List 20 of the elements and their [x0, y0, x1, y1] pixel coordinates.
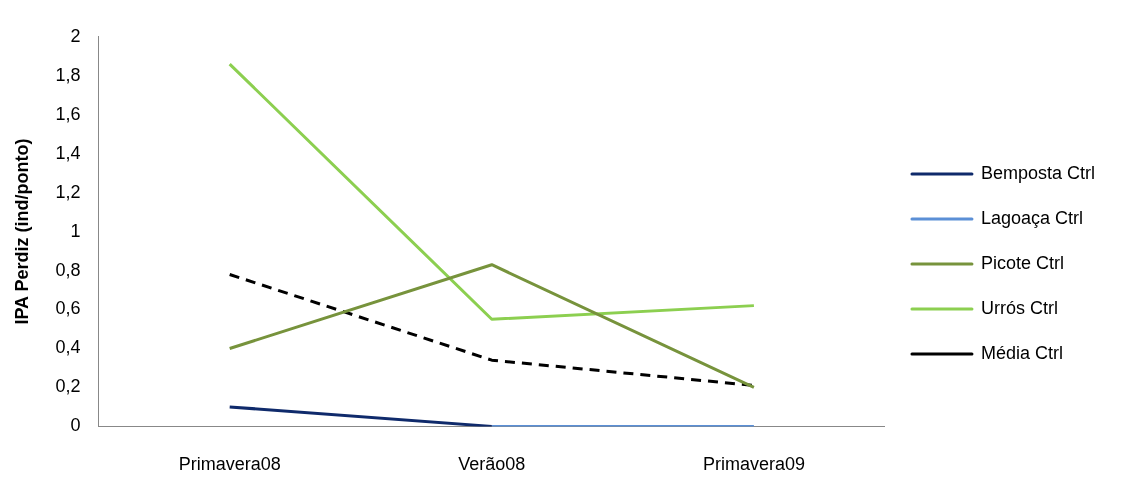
- legend-label: Bemposta Ctrl: [980, 162, 1096, 183]
- y-tick-label: 2: [70, 25, 81, 46]
- y-tick-label: 0: [70, 415, 81, 436]
- y-tick-label: 1,2: [55, 181, 81, 202]
- y-tick-label: 0,2: [55, 376, 81, 397]
- y-tick-label: 1,8: [55, 64, 81, 85]
- y-axis-title: IPA Perdiz (ind/ponto): [11, 138, 32, 325]
- legend-label: Urrós Ctrl: [980, 297, 1058, 318]
- x-tick-label: Primavera09: [702, 454, 805, 475]
- legend-label: Lagoaça Ctrl: [980, 207, 1084, 228]
- y-tick-label: 0,4: [55, 337, 81, 358]
- legend-label: Média Ctrl: [980, 342, 1063, 363]
- y-tick-label: 1,6: [55, 103, 81, 124]
- y-tick-label: 0,8: [55, 259, 81, 280]
- x-tick-label: Verão08: [458, 454, 526, 475]
- y-tick-label: 0,6: [55, 298, 81, 319]
- x-tick-label: Primavera08: [178, 454, 281, 475]
- y-tick-label: 1: [70, 220, 81, 241]
- legend-label: Picote Ctrl: [980, 252, 1064, 273]
- y-tick-label: 1,4: [55, 142, 81, 163]
